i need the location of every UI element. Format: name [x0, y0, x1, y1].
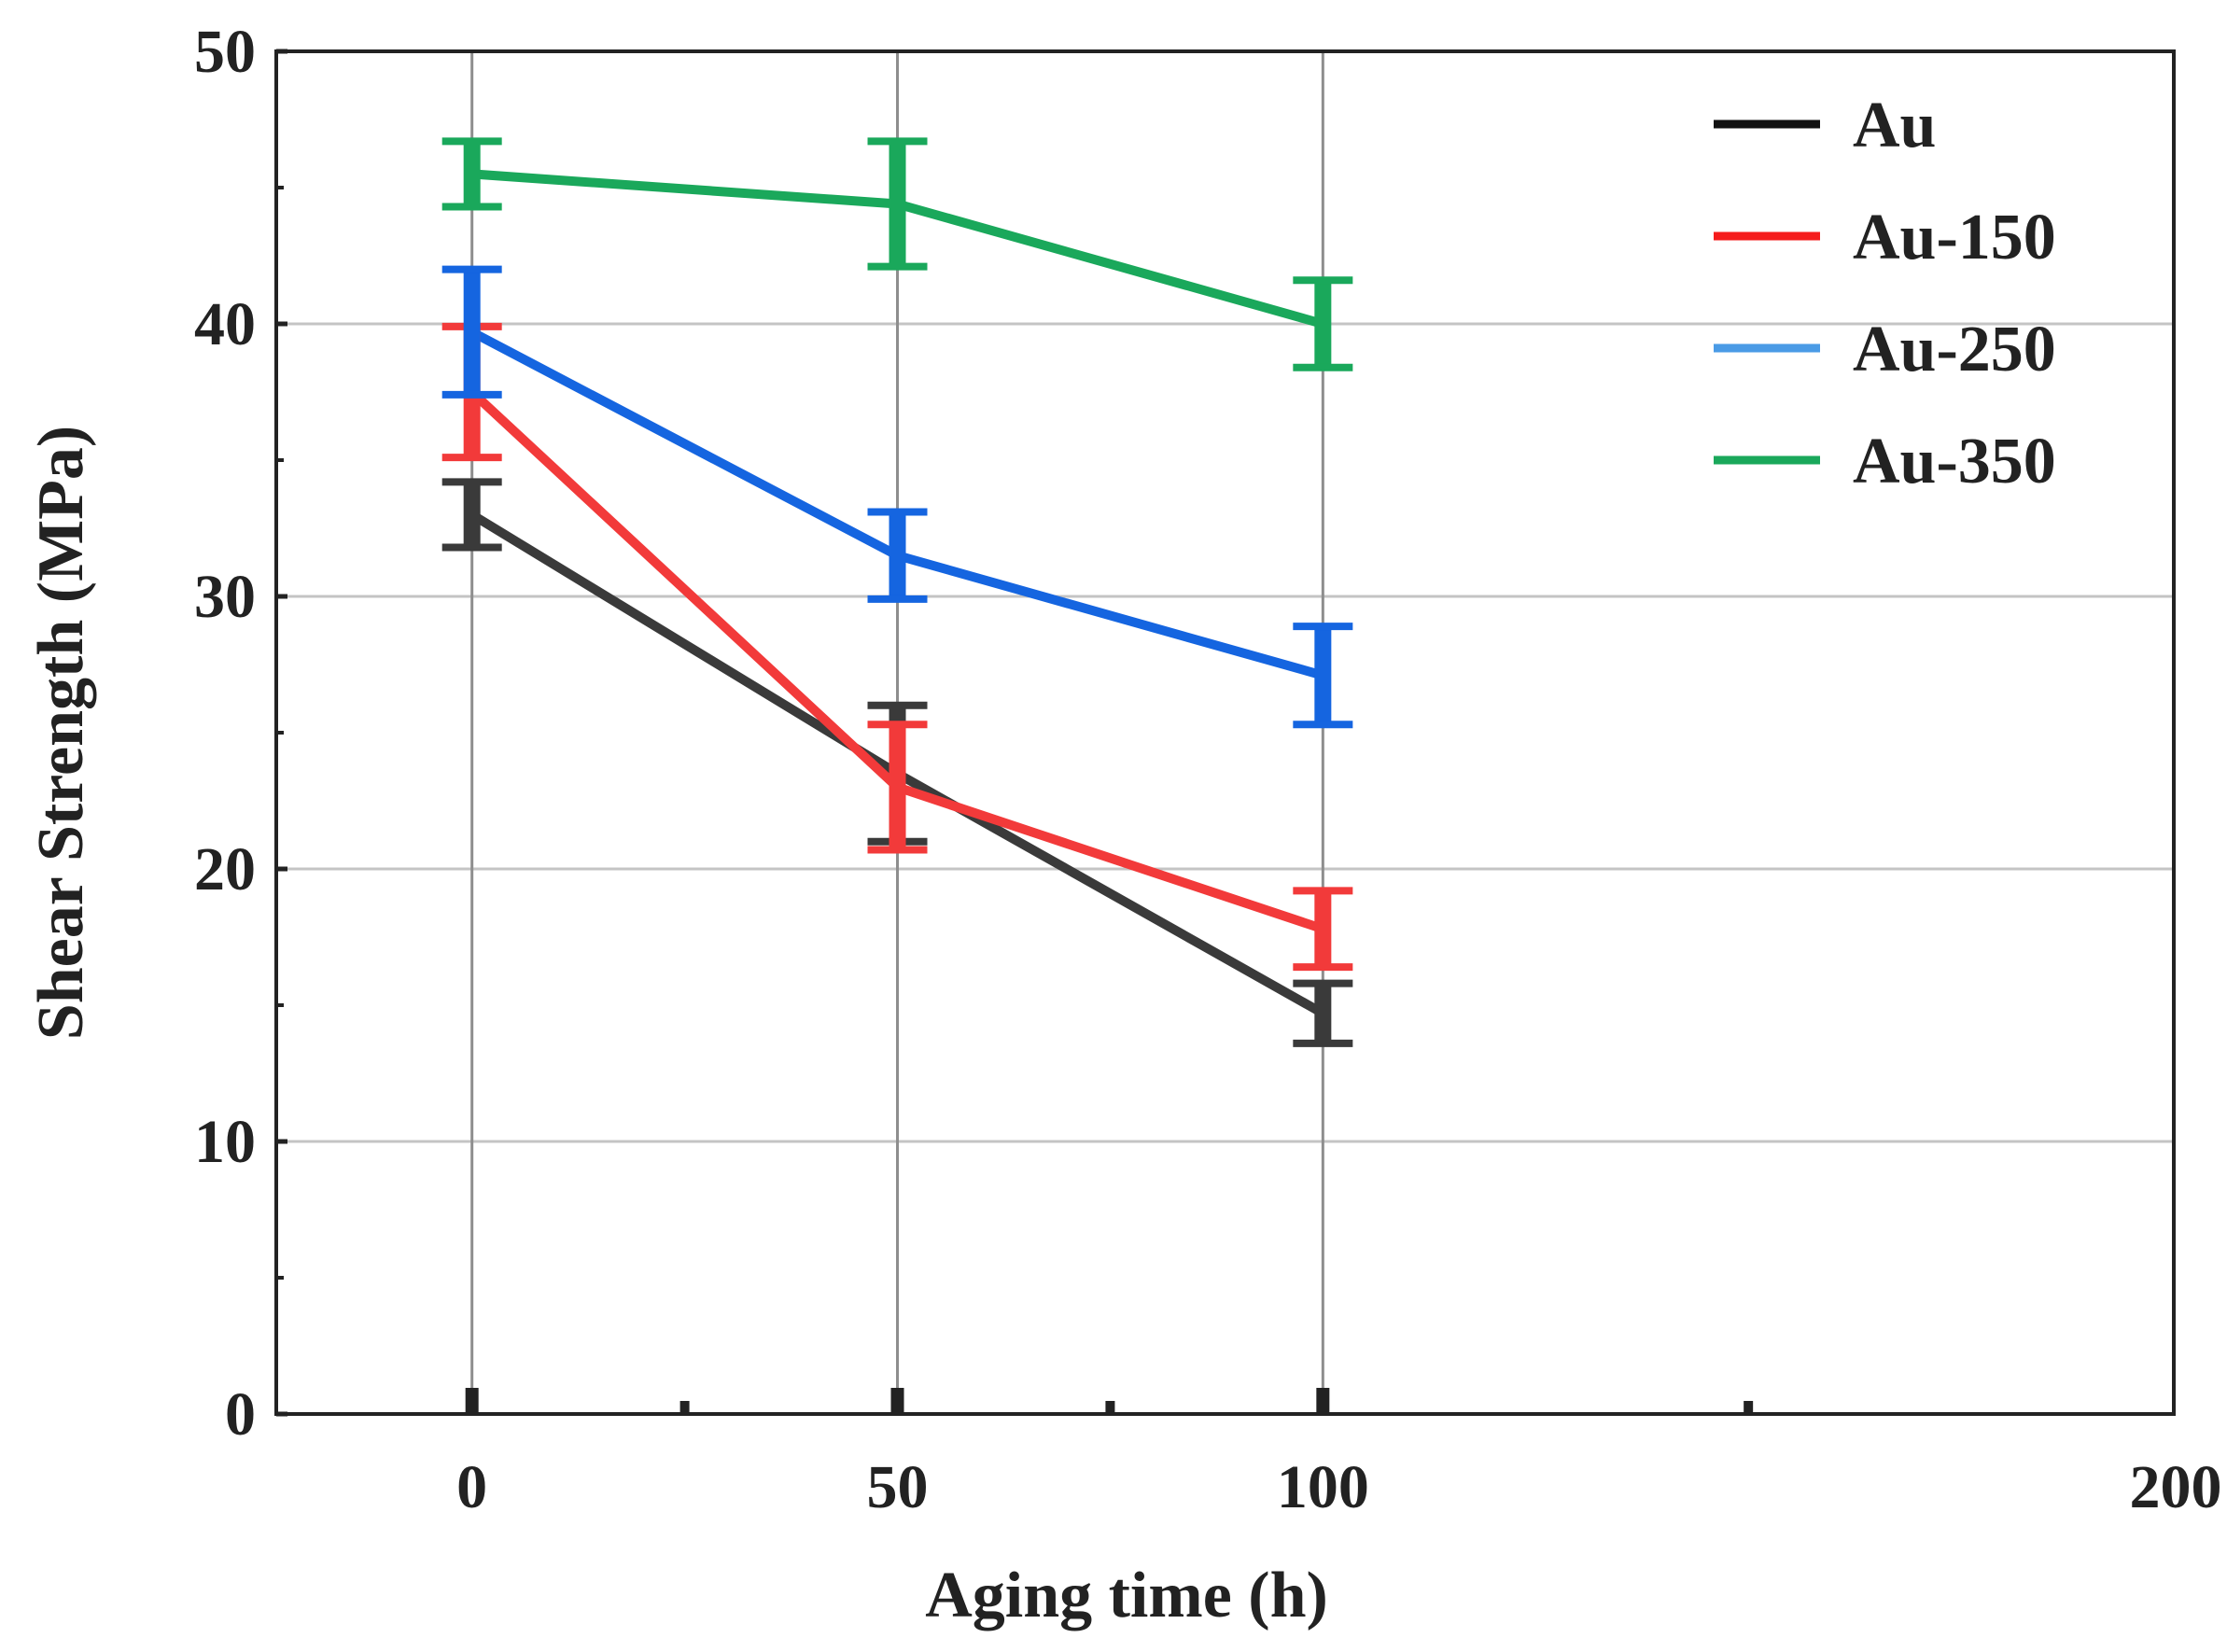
error-bar-au-350 [867, 137, 928, 271]
legend-item-au: Au [1714, 90, 1936, 161]
x-tick-label: 50 [867, 1453, 929, 1521]
legend-label: Au-250 [1853, 314, 2056, 385]
error-bar-au-250 [441, 265, 502, 399]
error-bar-au-350 [1293, 276, 1353, 371]
error-bar-au [1293, 979, 1353, 1047]
x-tick-label: 0 [456, 1453, 487, 1521]
x-tick-label: 100 [1277, 1453, 1369, 1521]
legend-item-au-150: Au-150 [1714, 202, 2056, 273]
legend-item-au-350: Au-350 [1714, 426, 2056, 497]
error-bar-au [441, 478, 502, 552]
y-tick-label: 50 [194, 18, 256, 86]
y-tick-label: 20 [194, 835, 256, 903]
legend-label: Au [1853, 90, 1936, 161]
legend: Au Au-150 Au-250 Au-350 [1714, 90, 2056, 497]
error-bar-au-250 [867, 508, 928, 603]
error-bar-au-350 [441, 137, 502, 211]
x-tick-labels: 0 50 100 200 [456, 1453, 2221, 1521]
y-tick-label: 40 [194, 290, 256, 358]
error-bars [441, 137, 1353, 1047]
x-axis-title: Aging time (h) [925, 1560, 1328, 1631]
error-bar-au-250 [1293, 623, 1353, 729]
y-tick-labels: 0 10 20 30 40 50 [194, 18, 256, 1449]
legend-label: Au-150 [1853, 202, 2056, 273]
y-axis-title: Shear Strength (MPa) [25, 426, 97, 1040]
y-tick-label: 0 [225, 1380, 256, 1449]
y-tick-label: 30 [194, 563, 256, 631]
error-bar-au-150 [867, 721, 928, 854]
y-tick-label: 10 [194, 1108, 256, 1176]
axis-ticks [276, 49, 1754, 1417]
error-bar-au-150 [1293, 887, 1353, 972]
legend-item-au-250: Au-250 [1714, 314, 2056, 385]
x-tick-label: 200 [2130, 1453, 2222, 1521]
legend-label: Au-350 [1853, 426, 2056, 497]
